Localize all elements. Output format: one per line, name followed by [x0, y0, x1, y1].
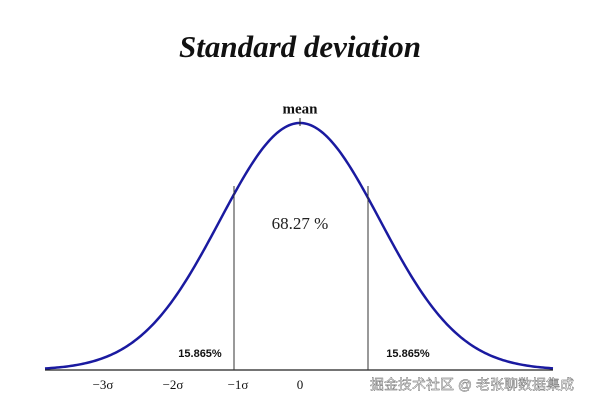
normal-curve	[44, 121, 554, 370]
tail-label: 15.865%	[386, 348, 430, 360]
watermark: 掘金技术社区 @ 老张聊数据集成	[370, 377, 574, 393]
title: Standard deviation	[179, 29, 421, 64]
center-label: 68.27 %	[272, 214, 329, 233]
axis-label: 0	[297, 377, 304, 392]
axis-label: −1σ	[228, 377, 249, 392]
peak-label: mean	[283, 101, 319, 117]
axis-ticks: −3σ −2σ −1σ 0	[93, 377, 304, 392]
axis-label: −3σ	[93, 377, 114, 392]
axis-label: −2σ	[163, 377, 184, 392]
tail-label: 15.865%	[178, 348, 222, 360]
